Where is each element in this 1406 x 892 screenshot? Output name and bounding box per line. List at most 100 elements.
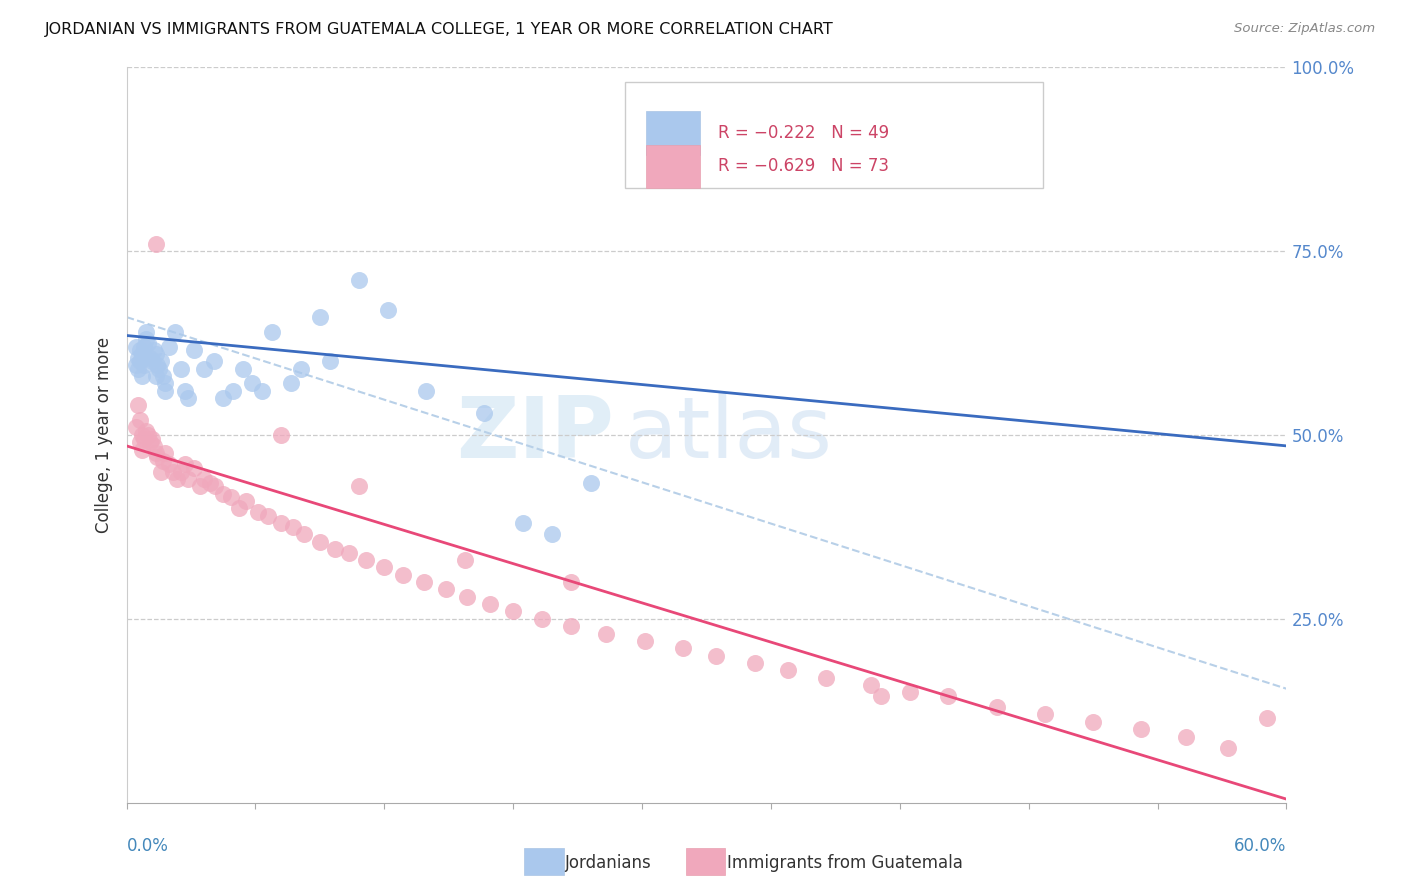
Point [704,648,727,663]
Point [131,347,153,361]
Point [672,641,695,656]
Point [318,354,340,368]
FancyBboxPatch shape [647,112,700,155]
Point [240,376,263,391]
Point [136,335,159,350]
Point [145,446,167,460]
Point [260,325,283,339]
Point [152,453,174,467]
Point [531,612,554,626]
Point [125,340,148,354]
Point [1083,714,1105,729]
Point [141,432,163,446]
Point [129,435,152,450]
Text: Source: ZipAtlas.com: Source: ZipAtlas.com [1234,22,1375,36]
Point [153,384,177,398]
Point [202,354,225,368]
Point [540,527,562,541]
Text: 60.0%: 60.0% [1234,837,1286,855]
Point [281,520,304,534]
Point [323,541,346,556]
Point [560,619,582,633]
Point [146,358,169,372]
Point [135,325,157,339]
Point [247,505,270,519]
Point [146,450,169,464]
Text: R = −0.629   N = 73: R = −0.629 N = 73 [718,157,889,175]
Point [173,458,195,472]
Point [157,340,180,354]
Point [183,343,205,358]
Point [150,354,173,368]
Point [129,413,152,427]
Point [142,439,165,453]
Point [744,656,766,670]
Point [815,671,838,685]
Point [256,508,278,523]
Point [415,384,437,398]
Text: Immigrants from Guatemala: Immigrants from Guatemala [727,854,963,871]
Point [162,465,184,479]
Point [132,358,155,372]
Point [512,516,534,531]
Point [136,428,159,442]
Point [153,446,177,460]
Point [280,376,302,391]
Point [1256,711,1278,725]
Point [270,428,292,442]
Point [354,553,377,567]
Point [579,475,602,490]
Point [270,516,292,531]
Point [204,479,226,493]
Point [936,689,959,703]
Point [434,582,457,597]
Point [131,369,153,384]
Text: 0.0%: 0.0% [127,837,169,855]
Point [454,553,477,567]
Point [869,689,891,703]
Point [235,494,257,508]
Point [231,361,253,376]
Point [1218,740,1240,755]
Point [373,560,395,574]
Point [127,361,149,376]
Point [478,597,502,611]
Point [157,458,180,472]
Point [292,527,315,541]
Point [1175,730,1198,744]
Point [222,384,245,398]
Point [150,465,173,479]
Point [1130,723,1153,737]
Point [127,399,149,413]
Point [347,479,370,493]
Point [309,534,332,549]
Y-axis label: College, 1 year or more: College, 1 year or more [94,337,112,533]
Text: atlas: atlas [626,393,834,476]
Point [456,590,478,604]
Point [131,428,153,442]
Point [145,347,167,361]
Point [127,351,149,365]
Point [377,302,399,317]
Text: R = −0.222   N = 49: R = −0.222 N = 49 [718,124,889,142]
Point [129,343,152,358]
Point [898,685,921,699]
Point [177,391,200,405]
Point [502,605,524,619]
Point [183,461,205,475]
Point [125,420,148,434]
Point [212,487,235,501]
Point [145,369,167,384]
Point [142,343,165,358]
Text: ZIP: ZIP [456,393,613,476]
Point [776,664,799,678]
Text: Jordanians: Jordanians [565,854,652,871]
Point [138,435,160,450]
Point [169,361,191,376]
Point [212,391,235,405]
Point [135,332,157,346]
Point [859,678,882,692]
Point [177,472,200,486]
Point [413,575,436,590]
Point [138,351,160,365]
